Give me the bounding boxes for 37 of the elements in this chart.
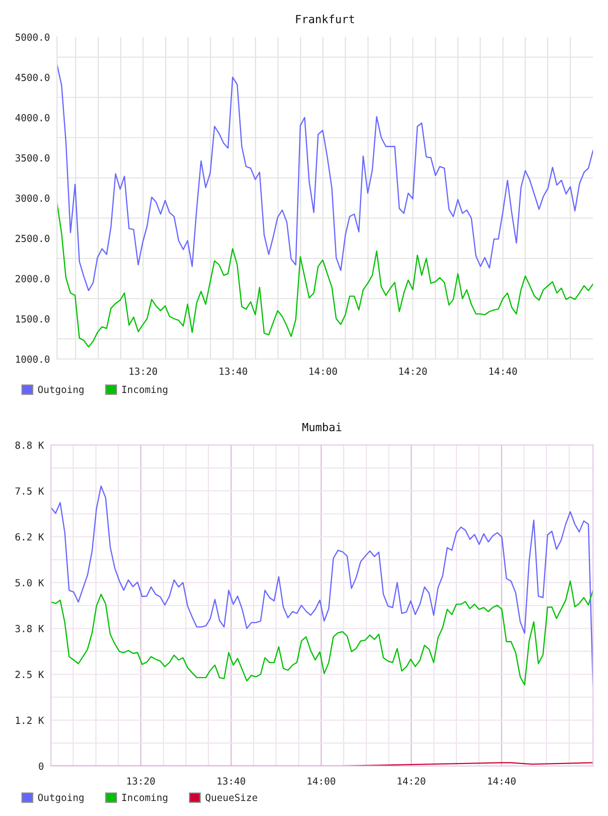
x-tick-label: 14:00 <box>308 777 336 785</box>
y-tick-label: 4000.0 <box>15 114 50 122</box>
x-tick-label: 13:40 <box>218 777 246 785</box>
x-tick-label: 14:20 <box>398 777 426 785</box>
x-tick-label: 14:40 <box>489 368 517 375</box>
legend-label: Outgoing <box>38 794 84 804</box>
legend-label: Outgoing <box>38 386 84 396</box>
x-tick-label: 13:40 <box>220 368 248 375</box>
y-tick-label: 1000.0 <box>16 356 50 363</box>
y-tick-label: 6.2 K <box>15 533 44 541</box>
y-tick-label: 0 <box>38 762 44 770</box>
x-tick-label: 14:40 <box>488 777 516 785</box>
y-tick-label: 1500.0 <box>16 315 50 323</box>
legend-label: QueueSize <box>206 794 258 802</box>
line-series <box>51 580 593 686</box>
y-tick-label: 8.8 K <box>15 442 44 449</box>
y-tick-label: 1.2 K <box>16 716 44 724</box>
y-tick-label: 7.5 K <box>15 487 44 495</box>
y-tick-label: 2000.0 <box>16 275 50 282</box>
x-tick-label: 14:00 <box>310 368 337 375</box>
y-tick-label: 3.8 K <box>15 624 44 632</box>
chart-title: Mumbai <box>302 422 342 432</box>
line-series <box>57 64 593 292</box>
line-series <box>57 202 593 348</box>
x-tick-label: 13:20 <box>130 368 158 375</box>
x-tick-label: 13:20 <box>127 777 155 785</box>
chart-title: Frankfurt <box>296 14 354 24</box>
y-tick-label: 2500.0 <box>16 234 50 242</box>
y-tick-label: 3000.0 <box>16 194 50 202</box>
y-tick-label: 4500.0 <box>15 74 50 82</box>
x-tick-label: 14:20 <box>399 368 427 375</box>
y-tick-label: 5000.0 <box>16 34 50 41</box>
legend-label: Incoming <box>122 386 168 396</box>
y-tick-label: 2.5 K <box>16 670 44 678</box>
y-tick-label: 5.0 K <box>15 579 44 586</box>
legend-label: Incoming <box>122 794 168 804</box>
y-tick-label: 3500.0 <box>16 154 50 162</box>
